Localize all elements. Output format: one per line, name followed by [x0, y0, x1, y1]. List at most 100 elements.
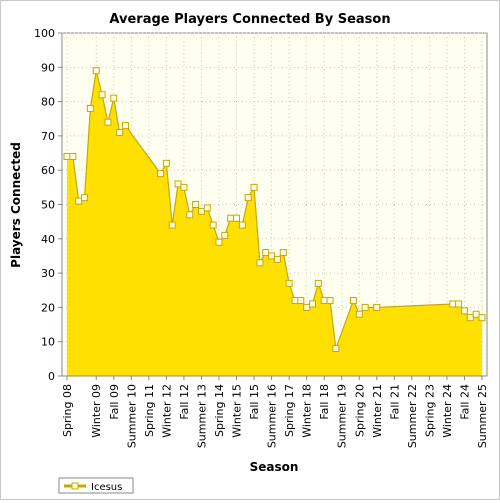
data-point: [332, 345, 340, 353]
data-point: [86, 104, 94, 112]
data-point: [349, 297, 357, 305]
x-tick-label: Winter 09: [90, 384, 103, 438]
data-point: [186, 211, 194, 219]
data-point: [297, 297, 305, 305]
legend: Icesus: [58, 477, 134, 494]
x-tick-label: Fall 15: [248, 384, 261, 420]
legend-label: Icesus: [91, 482, 122, 493]
y-tick-label: 90: [41, 61, 55, 74]
data-point: [291, 297, 299, 305]
data-point: [192, 201, 200, 208]
y-tick-label: 0: [48, 370, 55, 383]
data-point: [203, 204, 211, 212]
data-point: [308, 300, 316, 308]
x-tick-label: Spring 14: [213, 384, 226, 437]
data-point: [98, 91, 106, 99]
x-tick-label: Winter 24: [441, 384, 454, 438]
data-point: [92, 67, 100, 75]
data-point: [69, 152, 77, 160]
x-tick-label: Winter 12: [160, 384, 173, 438]
data-point: [197, 207, 205, 215]
data-point: [466, 314, 474, 322]
data-point: [121, 122, 129, 130]
x-tick-label: Summer 19: [336, 384, 349, 448]
y-tick-label: 70: [41, 130, 55, 143]
x-tick-label: Fall 18: [318, 384, 331, 420]
y-tick-label: 50: [41, 199, 55, 212]
data-point: [75, 197, 83, 205]
data-point: [250, 183, 258, 191]
x-tick-label: Spring 20: [353, 384, 366, 437]
x-tick-label: Summer 10: [125, 384, 138, 448]
x-tick-label: Summer 16: [266, 384, 279, 448]
data-point: [373, 303, 381, 311]
data-point: [355, 310, 363, 318]
data-point: [81, 194, 89, 202]
x-tick-label: Fall 09: [108, 384, 121, 420]
x-tick-label: Spring 11: [143, 384, 156, 437]
data-point: [104, 118, 112, 126]
data-point: [256, 259, 264, 267]
x-tick-label: Winter 21: [371, 384, 384, 438]
series-area: [67, 70, 483, 376]
data-point: [157, 170, 165, 178]
y-tick-label: 60: [41, 164, 55, 177]
data-point: [180, 183, 188, 191]
data-point: [449, 300, 457, 308]
x-tick-label: Fall 24: [458, 384, 471, 420]
data-point: [174, 180, 182, 188]
series-markers: [63, 67, 486, 353]
data-point: [279, 249, 287, 257]
data-point: [455, 300, 463, 308]
chart-title: Average Players Connected By Season: [109, 12, 390, 27]
data-point: [478, 314, 486, 322]
data-point: [273, 255, 281, 263]
series-line: [67, 70, 483, 349]
y-axis-title: Players Connected: [9, 142, 23, 268]
data-point: [227, 214, 235, 222]
data-point: [285, 279, 293, 287]
y-tick-label: 10: [41, 336, 55, 349]
data-point: [472, 310, 480, 318]
data-point: [326, 297, 334, 305]
x-tick-label: Spring 08: [61, 384, 74, 437]
data-point: [238, 221, 246, 229]
data-point: [209, 221, 217, 229]
legend-swatch-marker: [71, 482, 79, 490]
data-point: [221, 231, 229, 239]
x-tick-label: Fall 21: [388, 384, 401, 420]
data-point: [244, 194, 252, 202]
data-point: [162, 159, 170, 167]
x-tick-label: Spring 23: [423, 384, 436, 437]
y-tick-label: 40: [41, 233, 55, 246]
data-point: [168, 221, 176, 229]
x-tick-label: Winter 15: [231, 384, 244, 438]
data-point: [314, 279, 322, 287]
y-axis: 0 10 20 30 40 50 60 70 80 90 100: [34, 27, 63, 383]
data-point: [233, 214, 241, 222]
x-axis: Spring 08 Winter 09 Fall 09 Summer 10 Spring…: [61, 375, 489, 448]
y-tick-label: 100: [34, 27, 55, 40]
x-tick-label: Spring 17: [283, 384, 296, 437]
x-tick-label: Fall 12: [178, 384, 191, 420]
x-axis-title: Season: [250, 460, 299, 474]
data-point: [262, 249, 270, 257]
data-point: [63, 152, 71, 160]
y-tick-label: 80: [41, 96, 55, 109]
y-tick-label: 20: [41, 301, 55, 314]
data-point: [110, 94, 118, 102]
series-area-fill: [67, 70, 482, 376]
data-point: [116, 128, 124, 136]
data-point: [460, 307, 468, 315]
data-point: [320, 297, 328, 305]
data-point: [361, 303, 369, 311]
data-point: [303, 303, 311, 311]
data-point: [215, 238, 223, 246]
x-tick-label: Winter 18: [301, 384, 314, 438]
data-point: [268, 252, 276, 260]
x-tick-label: Summer 13: [195, 384, 208, 448]
x-tick-label: Summer 25: [476, 384, 489, 448]
x-tick-label: Summer 22: [406, 384, 419, 448]
